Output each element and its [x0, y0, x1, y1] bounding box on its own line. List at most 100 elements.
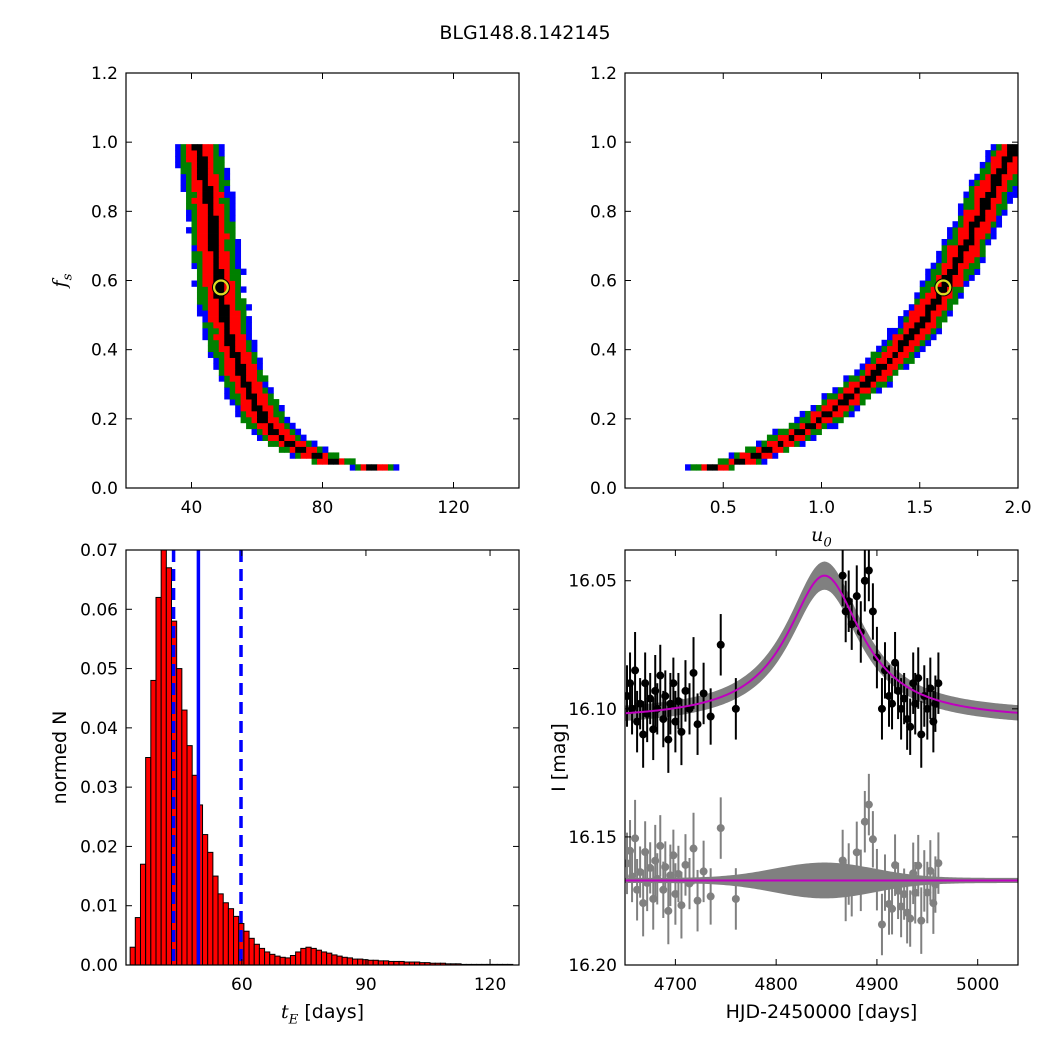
data-point: [860, 576, 869, 585]
heatmap-cell: [777, 446, 784, 453]
heatmap-cell: [196, 156, 203, 163]
heatmap-cell: [876, 375, 882, 382]
heatmap-cell: [257, 369, 263, 376]
heatmap-cell: [229, 292, 236, 299]
svg-text:normed N: normed N: [49, 711, 71, 805]
heatmap-cell: [1001, 197, 1008, 204]
heatmap-cell: [251, 345, 258, 353]
plot-area-tE-fs: [175, 144, 400, 471]
y-tick-label: 0.0: [91, 479, 118, 499]
residual-point: [633, 885, 642, 894]
heatmap-cell: [202, 209, 209, 216]
heatmap-cell: [930, 274, 937, 281]
heatmap-cell: [202, 185, 209, 192]
heatmap-cell: [925, 292, 932, 299]
heatmap-cell: [229, 209, 236, 216]
heatmap-cell: [240, 375, 247, 382]
heatmap-cell: [229, 274, 236, 281]
heatmap-cell: [240, 387, 247, 394]
heatmap-cell: [218, 215, 225, 222]
heatmap-cell: [783, 440, 790, 447]
heatmap-cell: [213, 333, 220, 341]
heatmap-cell: [947, 227, 953, 234]
heatmap-cell: [974, 191, 981, 198]
heatmap-cell: [180, 179, 187, 187]
heatmap-cell: [930, 268, 937, 275]
histogram-bar: [372, 959, 379, 965]
heatmap-cell: [218, 144, 225, 151]
heatmap-cell: [207, 339, 214, 347]
svg-text:u0: u0: [811, 524, 832, 550]
heatmap-cell: [289, 452, 296, 459]
heatmap-cell: [207, 144, 214, 151]
heatmap-cell: [229, 375, 236, 382]
svg-text:fs: fs: [49, 273, 75, 289]
heatmap-cell: [832, 422, 839, 430]
data-point: [646, 694, 655, 703]
heatmap-cell: [186, 203, 192, 210]
heatmap-cell: [235, 250, 242, 258]
heatmap-cell: [240, 351, 247, 358]
heatmap-cell: [251, 405, 258, 412]
heatmap-cell: [968, 209, 975, 216]
heatmap-cell: [218, 327, 225, 335]
heatmap-cell: [728, 452, 735, 459]
histogram-bar: [310, 947, 317, 965]
histogram-bar: [331, 954, 338, 965]
histogram-bar: [315, 949, 322, 965]
histogram-bar: [233, 915, 240, 965]
heatmap-cell: [1007, 161, 1013, 169]
heatmap-cell: [1012, 191, 1018, 198]
heatmap-cell: [196, 144, 203, 151]
heatmap-cell: [207, 310, 214, 317]
heatmap-cell: [207, 351, 214, 358]
heatmap-cell: [1007, 150, 1013, 157]
heatmap-cell: [761, 458, 768, 465]
heatmap-cell: [229, 316, 236, 323]
heatmap-cell: [919, 286, 926, 293]
heatmap-cell: [218, 227, 225, 234]
heatmap-cell: [794, 422, 801, 430]
heatmap-cell: [974, 233, 981, 240]
heatmap-cell: [1012, 179, 1018, 187]
heatmap-cell: [240, 298, 247, 305]
heatmap-cell: [930, 322, 937, 329]
heatmap-cell: [1007, 167, 1013, 175]
heatmap-cell: [213, 262, 220, 270]
heatmap-cell: [235, 410, 242, 418]
heatmap-cell: [224, 304, 231, 311]
heatmap-cell: [207, 286, 214, 293]
heatmap-cell: [289, 428, 296, 436]
heatmap-cell: [963, 262, 970, 270]
axes-frame: [125, 72, 520, 489]
heatmap-cell: [897, 333, 904, 341]
x-tick-label: 4700: [654, 975, 697, 995]
heatmap-cell: [979, 256, 986, 264]
heatmap-cell: [202, 322, 209, 329]
heatmap-cell: [360, 464, 367, 471]
heatmap-cell: [196, 215, 203, 222]
heatmap-cell: [881, 369, 888, 376]
heatmap-cell: [213, 173, 220, 181]
heatmap-cell: [897, 345, 904, 353]
residual-point: [934, 859, 943, 868]
heatmap-cell: [908, 339, 915, 347]
heatmap-cell: [1001, 150, 1008, 157]
heatmap-cell: [218, 369, 225, 376]
data-point: [891, 658, 900, 667]
plot-area-tE-hist: [129, 550, 514, 965]
data-point: [628, 704, 637, 713]
data-point: [885, 692, 894, 701]
histogram-bar: [336, 955, 343, 965]
best-fit-marker: [935, 279, 952, 296]
heatmap-cell: [186, 185, 192, 192]
heatmap-cell: [761, 446, 768, 453]
heatmap-cell: [979, 167, 986, 175]
heatmap-cell: [207, 197, 214, 204]
heatmap-cell: [805, 410, 811, 418]
histogram-bar: [357, 958, 364, 965]
heatmap-cell: [251, 369, 258, 376]
heatmap-cell: [968, 244, 975, 252]
heatmap-cell: [229, 369, 236, 376]
heatmap-cell: [202, 227, 209, 234]
